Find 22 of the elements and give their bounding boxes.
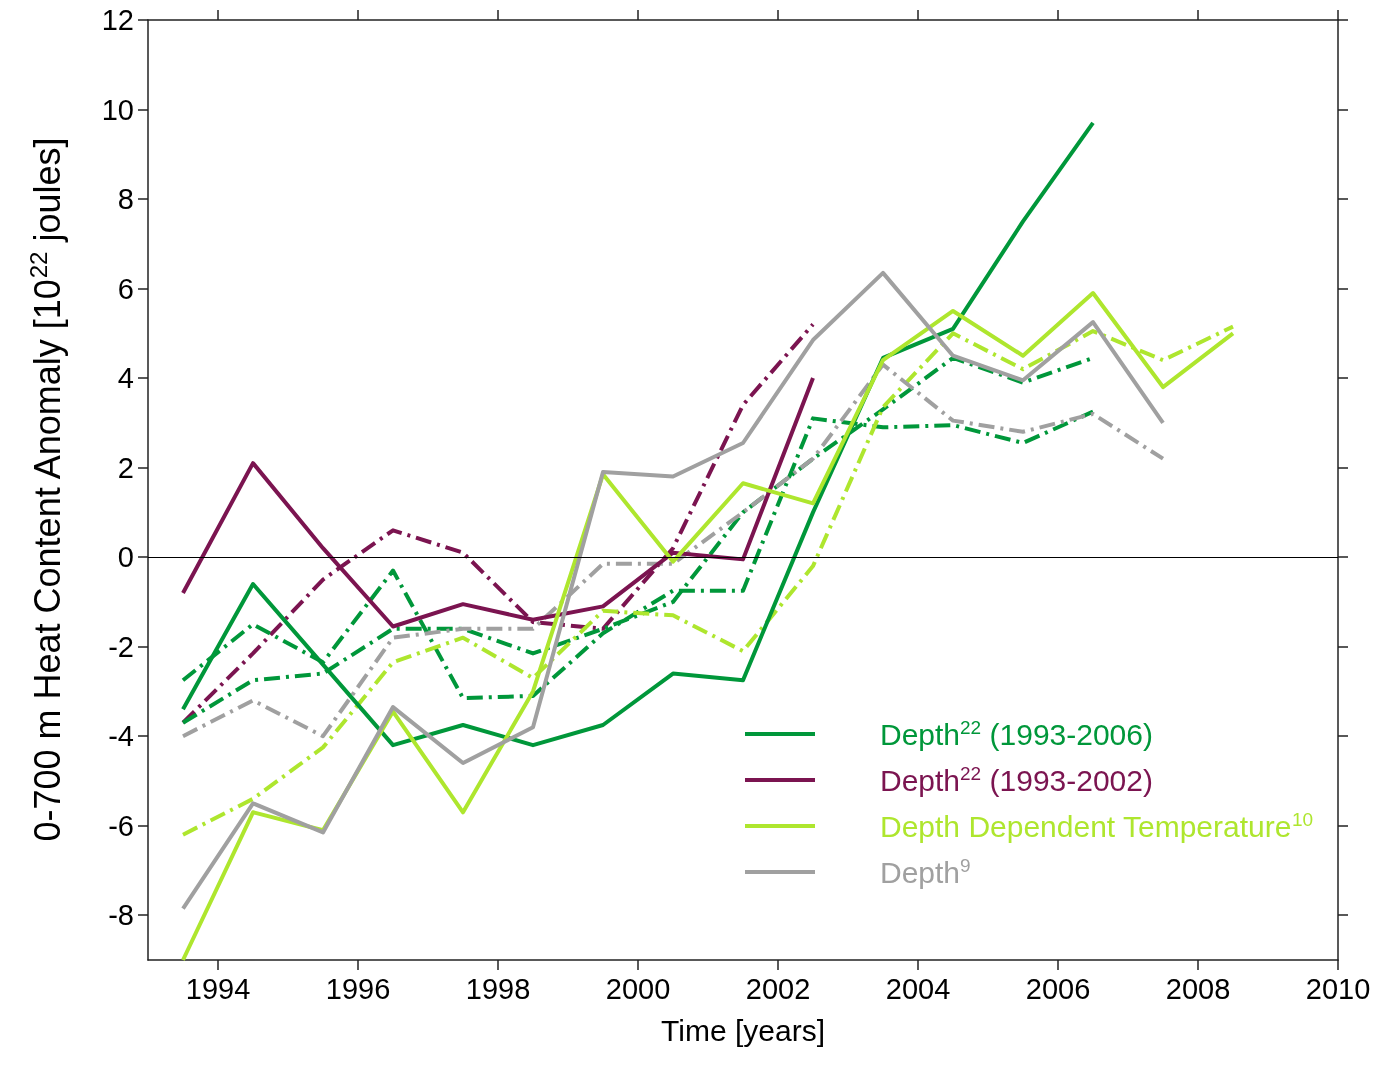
y-tick-label: 12 bbox=[101, 4, 134, 36]
y-tick-label: 2 bbox=[117, 451, 134, 484]
y-tick-label: 10 bbox=[101, 93, 134, 126]
y-tick-label: -8 bbox=[108, 899, 134, 932]
x-tick-label: 2008 bbox=[1165, 972, 1231, 1005]
x-tick-label: 2004 bbox=[885, 972, 951, 1005]
x-tick-label: 2006 bbox=[1025, 972, 1091, 1005]
x-tick-label: 1994 bbox=[185, 972, 251, 1005]
y-tick-label: 0 bbox=[117, 541, 134, 574]
y-tick-label: 4 bbox=[117, 362, 134, 395]
x-tick-label: 2010 bbox=[1305, 972, 1371, 1005]
x-tick-label: 1998 bbox=[465, 972, 531, 1005]
x-tick-label: 1996 bbox=[325, 972, 391, 1005]
y-tick-label: -6 bbox=[108, 809, 134, 842]
y-axis-title: 0-700 m Heat Content Anomaly [1022 joules] bbox=[24, 137, 68, 842]
y-tick-label: 6 bbox=[117, 272, 134, 305]
y-tick-label: -2 bbox=[108, 630, 134, 663]
y-tick-label: 8 bbox=[117, 183, 134, 216]
x-tick-label: 2000 bbox=[605, 972, 671, 1005]
x-tick-label: 2002 bbox=[745, 972, 811, 1005]
x-axis-title: Time [years] bbox=[661, 1013, 825, 1047]
y-tick-label: -4 bbox=[108, 720, 134, 753]
